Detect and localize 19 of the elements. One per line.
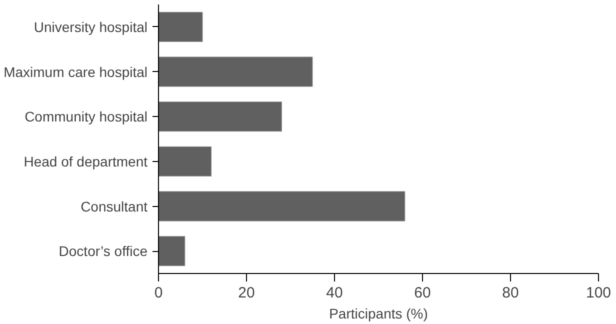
y-tick-label: Maximum care hospital [4, 64, 148, 80]
y-tick-label: Head of department [24, 153, 148, 170]
y-tick-label: Consultant [80, 198, 148, 214]
x-tick-label: 80 [502, 284, 519, 302]
y-tick-label: University hospital [34, 18, 148, 35]
y-tick-label: Community hospital [24, 108, 148, 125]
x-axis-title: Participants (%) [329, 306, 428, 322]
bar [158, 12, 203, 42]
x-tick-label: 20 [238, 284, 255, 302]
bar [158, 101, 282, 132]
x-tick-label: 100 [586, 284, 612, 302]
bar [158, 146, 212, 177]
bar [158, 56, 313, 87]
y-tick-label: Doctor’s office [58, 243, 148, 260]
x-tick-label: 0 [154, 284, 163, 302]
bar [158, 191, 406, 222]
bar [158, 236, 186, 266]
x-tick-label: 40 [326, 284, 343, 302]
x-tick-label: 60 [414, 284, 431, 302]
